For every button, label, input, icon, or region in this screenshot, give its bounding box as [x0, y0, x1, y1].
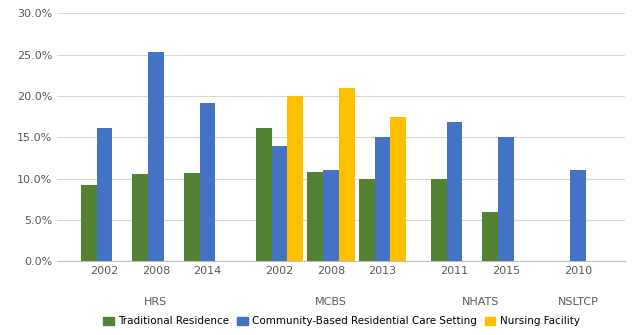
- Bar: [570, 171, 586, 261]
- Bar: [272, 146, 287, 261]
- Bar: [359, 179, 375, 261]
- Bar: [482, 212, 498, 261]
- Bar: [97, 128, 112, 261]
- Bar: [375, 137, 390, 261]
- Bar: [148, 52, 164, 261]
- Text: MCBS: MCBS: [315, 297, 347, 308]
- Bar: [184, 173, 200, 261]
- Bar: [200, 104, 215, 261]
- Bar: [133, 174, 148, 261]
- Bar: [287, 96, 303, 261]
- Bar: [447, 123, 463, 261]
- Bar: [339, 88, 355, 261]
- Legend: Traditional Residence, Community-Based Residential Care Setting, Nursing Facilit: Traditional Residence, Community-Based R…: [99, 312, 584, 330]
- Bar: [81, 185, 97, 261]
- Text: HRS: HRS: [144, 297, 168, 308]
- Bar: [256, 128, 272, 261]
- Text: NSLTCP: NSLTCP: [558, 297, 598, 308]
- Bar: [498, 137, 514, 261]
- Text: NHATS: NHATS: [461, 297, 499, 308]
- Bar: [390, 117, 406, 261]
- Bar: [431, 180, 447, 261]
- Bar: [308, 172, 323, 261]
- Bar: [323, 171, 339, 261]
